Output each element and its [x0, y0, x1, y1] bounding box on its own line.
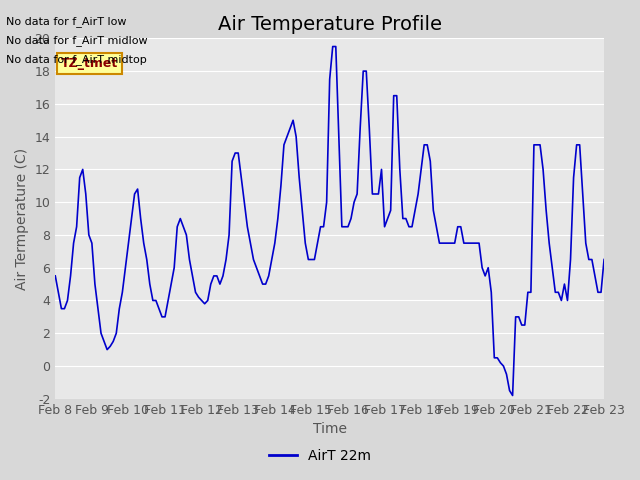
- Title: Air Temperature Profile: Air Temperature Profile: [218, 15, 442, 34]
- Legend: AirT 22m: AirT 22m: [264, 443, 376, 468]
- Y-axis label: Air Termperature (C): Air Termperature (C): [15, 147, 29, 289]
- Text: No data for f_AirT low: No data for f_AirT low: [6, 16, 127, 27]
- X-axis label: Time: Time: [313, 422, 347, 436]
- Text: TZ_tmet: TZ_tmet: [61, 57, 118, 70]
- Text: No data for f_AirT midlow: No data for f_AirT midlow: [6, 35, 148, 46]
- Text: No data for f_AirT midtop: No data for f_AirT midtop: [6, 54, 147, 65]
